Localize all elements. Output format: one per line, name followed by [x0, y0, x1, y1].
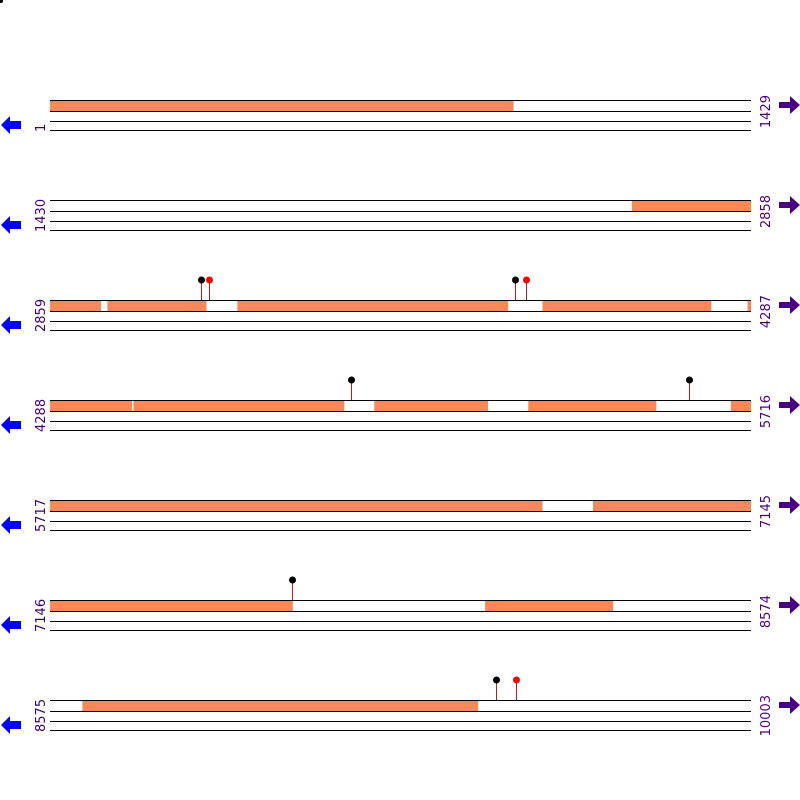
arrow-right-icon[interactable]	[779, 596, 800, 614]
track-row: 4288 5716	[1, 376, 800, 434]
arrow-right-icon[interactable]	[779, 296, 800, 314]
end-position-label: 10003	[759, 695, 774, 736]
arrow-right-icon[interactable]	[779, 96, 800, 114]
end-position-label: 7145	[759, 495, 774, 528]
black-marker-dot	[348, 376, 355, 384]
arrow-right-icon[interactable]	[779, 496, 800, 514]
corner-dot	[0, 0, 3, 3]
feature-block	[50, 300, 102, 311]
arrow-left-icon[interactable]	[1, 216, 21, 234]
black-marker-dot	[289, 576, 296, 584]
start-position-label: 8575	[34, 699, 49, 732]
track-row: 7146 8574	[1, 576, 800, 634]
feature-block	[82, 700, 479, 711]
feature-block	[593, 500, 751, 511]
arrow-left-icon[interactable]	[1, 716, 21, 734]
start-position-label: 4288	[34, 399, 49, 432]
black-marker-dot	[686, 376, 693, 384]
track-row: 5717 7145	[1, 495, 800, 534]
end-position-label: 8574	[759, 595, 774, 628]
start-position-label: 1	[34, 124, 49, 132]
feature-block	[631, 200, 751, 211]
feature-block	[50, 400, 132, 411]
black-marker-dot	[493, 676, 500, 684]
feature-block	[374, 400, 489, 411]
track-row: 1430 2858	[1, 195, 800, 234]
arrow-left-icon[interactable]	[1, 416, 21, 434]
track-row: 8575 10003	[1, 676, 800, 736]
arrow-right-icon[interactable]	[779, 396, 800, 414]
start-position-label: 5717	[34, 499, 49, 532]
start-position-label: 1430	[34, 199, 49, 232]
track-row: 1 1429	[1, 95, 800, 134]
arrow-right-icon[interactable]	[779, 696, 800, 714]
feature-block	[107, 300, 207, 311]
feature-block	[50, 500, 543, 511]
end-position-label: 2858	[759, 195, 774, 228]
feature-block	[747, 300, 751, 311]
arrow-right-icon[interactable]	[779, 196, 800, 214]
start-position-label: 7146	[34, 599, 49, 632]
start-position-label: 2859	[34, 299, 49, 332]
feature-block	[485, 600, 614, 611]
feature-block	[542, 300, 712, 311]
red-marker-dot	[523, 276, 530, 284]
arrow-left-icon[interactable]	[1, 516, 21, 534]
arrow-left-icon[interactable]	[1, 116, 21, 134]
black-marker-dot	[512, 276, 519, 284]
feature-block	[528, 400, 657, 411]
black-marker-dot	[198, 276, 205, 284]
arrow-left-icon[interactable]	[1, 616, 21, 634]
feature-block	[50, 600, 293, 611]
end-position-label: 4287	[759, 295, 774, 328]
arrow-left-icon[interactable]	[1, 316, 21, 334]
feature-block	[237, 300, 509, 311]
red-marker-dot	[206, 276, 213, 284]
red-marker-dot	[513, 676, 520, 684]
end-position-label: 5716	[759, 395, 774, 428]
feature-block	[50, 100, 514, 111]
feature-block	[730, 400, 751, 411]
track-row: 2859 4287	[1, 276, 800, 334]
feature-block	[133, 400, 345, 411]
end-position-label: 1429	[759, 95, 774, 128]
